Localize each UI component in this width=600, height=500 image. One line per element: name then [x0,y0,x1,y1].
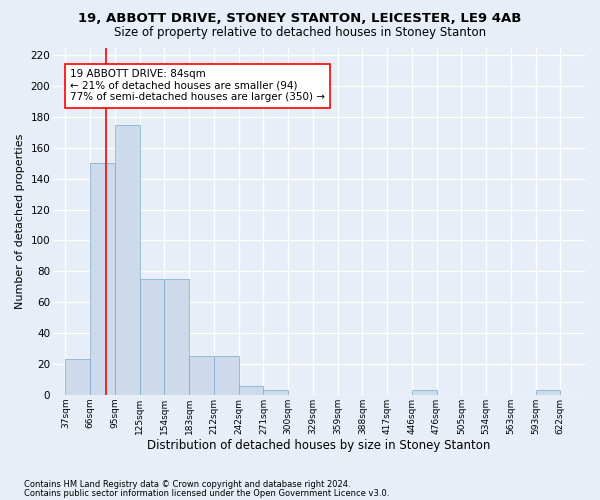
Bar [115,124,140,395]
Text: Size of property relative to detached houses in Stoney Stanton: Size of property relative to detached ho… [114,26,486,39]
Bar [140,279,164,395]
Bar [239,386,263,395]
Y-axis label: Number of detached properties: Number of detached properties [15,134,25,309]
X-axis label: Distribution of detached houses by size in Stoney Stanton: Distribution of detached houses by size … [148,440,491,452]
Bar [90,164,115,395]
Bar [164,279,189,395]
Bar [412,390,437,395]
Text: Contains public sector information licensed under the Open Government Licence v3: Contains public sector information licen… [24,488,389,498]
Text: 19, ABBOTT DRIVE, STONEY STANTON, LEICESTER, LE9 4AB: 19, ABBOTT DRIVE, STONEY STANTON, LEICES… [79,12,521,26]
Text: 19 ABBOTT DRIVE: 84sqm
← 21% of detached houses are smaller (94)
77% of semi-det: 19 ABBOTT DRIVE: 84sqm ← 21% of detached… [70,69,325,102]
Bar [65,360,90,395]
Bar [189,356,214,395]
Bar [214,356,239,395]
Bar [263,390,288,395]
Bar [536,390,560,395]
Text: Contains HM Land Registry data © Crown copyright and database right 2024.: Contains HM Land Registry data © Crown c… [24,480,350,489]
